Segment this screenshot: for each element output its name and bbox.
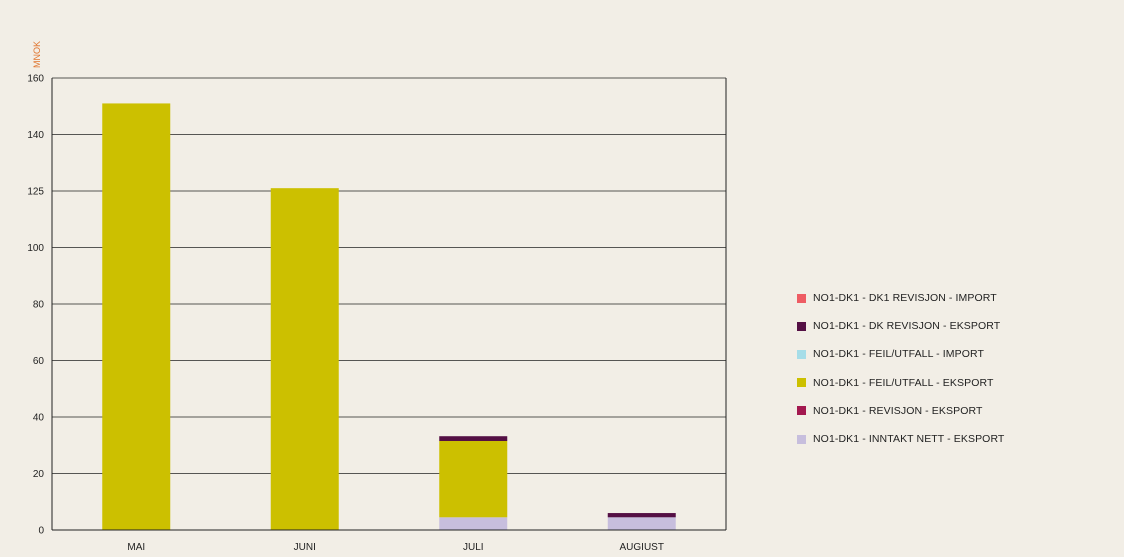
legend-swatch [797, 349, 806, 359]
legend-swatch [797, 293, 806, 303]
y-tick-label: 140 [27, 130, 44, 141]
y-tick-label: 60 [33, 356, 45, 367]
unit-label: MNOK [32, 41, 42, 68]
legend: NO1-DK1 - DK1 REVISJON - IMPORT NO1-DK1 -… [797, 284, 1097, 453]
y-tick-label: 40 [33, 413, 45, 424]
x-tick-label: JUNI [294, 542, 316, 553]
x-tick-label: AUGIUST [620, 542, 664, 553]
bar-segment [102, 103, 171, 531]
bar-segment [439, 441, 508, 518]
bar-segment [607, 513, 676, 518]
x-tick-label: JULI [463, 542, 484, 553]
y-tick-label: 80 [33, 300, 45, 311]
legend-swatch [797, 406, 806, 416]
y-tick-label: 20 [33, 469, 45, 480]
legend-item: NO1-DK1 - INNTAKT NETT - EKSPORT [797, 425, 1097, 453]
x-tick-label: MAI [127, 542, 145, 553]
legend-item: NO1-DK1 - DK REVISJON - EKSPORT [797, 312, 1097, 340]
y-tick-label: 0 [38, 526, 44, 537]
y-tick-label: 160 [27, 74, 44, 85]
legend-item: NO1-DK1 - FEIL/UTFALL - EKSPORT [797, 369, 1097, 397]
legend-label: NO1-DK1 - INNTAKT NETT - EKSPORT [813, 433, 1005, 446]
bars [102, 103, 676, 531]
y-tick-labels: 0 20 40 60 80 100 125 140 160 [27, 74, 44, 537]
legend-label: NO1-DK1 - DK1 REVISJON - IMPORT [813, 292, 997, 305]
legend-label: NO1-DK1 - FEIL/UTFALL - EKSPORT [813, 376, 994, 389]
legend-swatch [797, 378, 806, 388]
bar-segment [607, 517, 676, 530]
legend-swatch [797, 321, 806, 331]
legend-item: NO1-DK1 - REVISJON - EKSPORT [797, 397, 1097, 425]
legend-item: NO1-DK1 - DK1 REVISJON - IMPORT [797, 284, 1097, 312]
legend-label: NO1-DK1 - DK REVISJON - EKSPORT [813, 320, 1001, 333]
y-tick-label: 125 [27, 187, 44, 198]
y-tick-label: 100 [27, 243, 44, 254]
legend-swatch [797, 434, 806, 444]
bar-segment [439, 436, 508, 442]
bar-segment [439, 517, 508, 530]
bar-segment [270, 188, 339, 531]
legend-item: NO1-DK1 - FEIL/UTFALL - IMPORT [797, 340, 1097, 368]
axes [51, 78, 727, 531]
x-tick-labels: MAI JUNI JULI AUGIUST [127, 542, 664, 553]
legend-label: NO1-DK1 - FEIL/UTFALL - IMPORT [813, 348, 985, 361]
legend-label: NO1-DK1 - REVISJON - EKSPORT [813, 404, 983, 417]
